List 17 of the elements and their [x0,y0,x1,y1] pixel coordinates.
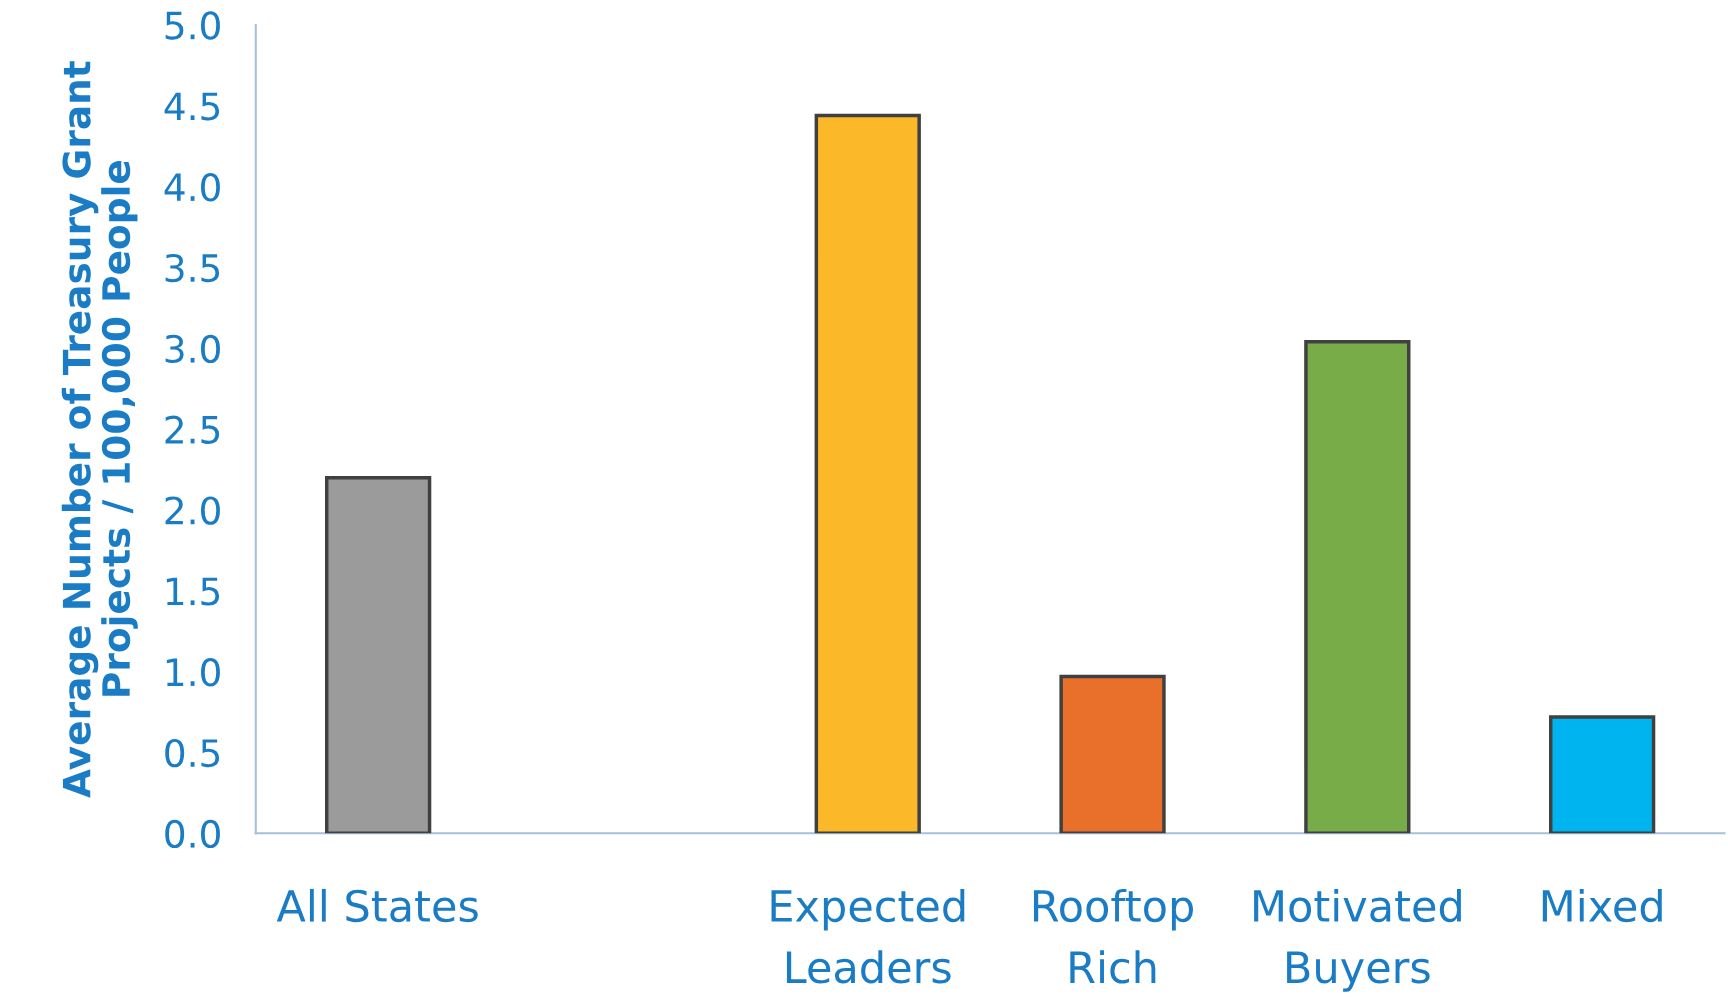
y-tick-label: 0.0 [165,819,220,849]
x-tick-label: Rooftop Rich [1033,888,1193,984]
y-tick-label: 5.0 [165,11,220,40]
x-tick-label: Motivated Buyers [1254,888,1461,992]
y-tick-label: 2.5 [165,415,220,444]
y-tick-label: 4.5 [164,92,220,121]
x-tick-label: Mixed [1542,888,1662,923]
x-tick-label: Expected Leaders [771,888,965,984]
y-tick-label: 0.5 [165,738,220,768]
y-axis-title: Average Number of Treasury Grant Projects / 100,000 People [61,61,138,798]
y-tick-label: 4.0 [164,173,220,202]
x-tick-label: All States [276,888,478,923]
y-tick-label: 1.5 [166,577,220,606]
y-tick-label: 1.0 [166,658,220,687]
y-tick-label: 2.0 [165,496,220,525]
y-tick-label: 3.0 [165,334,220,364]
y-tick-label: 3.5 [165,253,220,283]
